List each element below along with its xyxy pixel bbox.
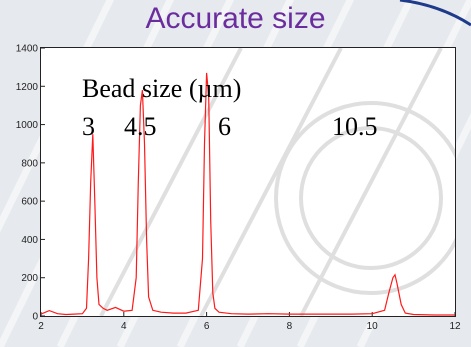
plot-area — [40, 47, 456, 317]
y-tick-label: 1400 — [16, 44, 39, 55]
chart-title: Accurate size — [145, 2, 326, 35]
y-tick-label: 600 — [21, 197, 38, 208]
y-tick-label: 1000 — [16, 120, 39, 131]
x-tick-label: 6 — [204, 321, 210, 332]
y-tick-label: 0 — [32, 312, 38, 323]
bead-label-3: 3 — [82, 112, 95, 141]
y-tick-label: 1200 — [16, 82, 39, 93]
x-tick-label: 10 — [367, 321, 379, 332]
y-tick-label: 800 — [21, 158, 38, 169]
x-tick-label: 12 — [449, 321, 461, 332]
x-tick-label: 2 — [38, 321, 44, 332]
y-tick-label: 200 — [21, 273, 38, 284]
series-line-0 — [40, 72, 455, 316]
y-tick-label: 400 — [21, 235, 38, 246]
plot-watermark-icon — [99, 48, 455, 316]
bead-label-10-5: 10.5 — [332, 112, 378, 141]
bead-size-heading: Bead size (µm) — [82, 74, 242, 103]
x-tick-label: 8 — [287, 321, 293, 332]
bead-label-4-5: 4.5 — [124, 112, 157, 141]
bead-label-6: 6 — [218, 112, 231, 141]
x-tick-label: 4 — [121, 321, 127, 332]
corner-arc — [399, 0, 471, 27]
